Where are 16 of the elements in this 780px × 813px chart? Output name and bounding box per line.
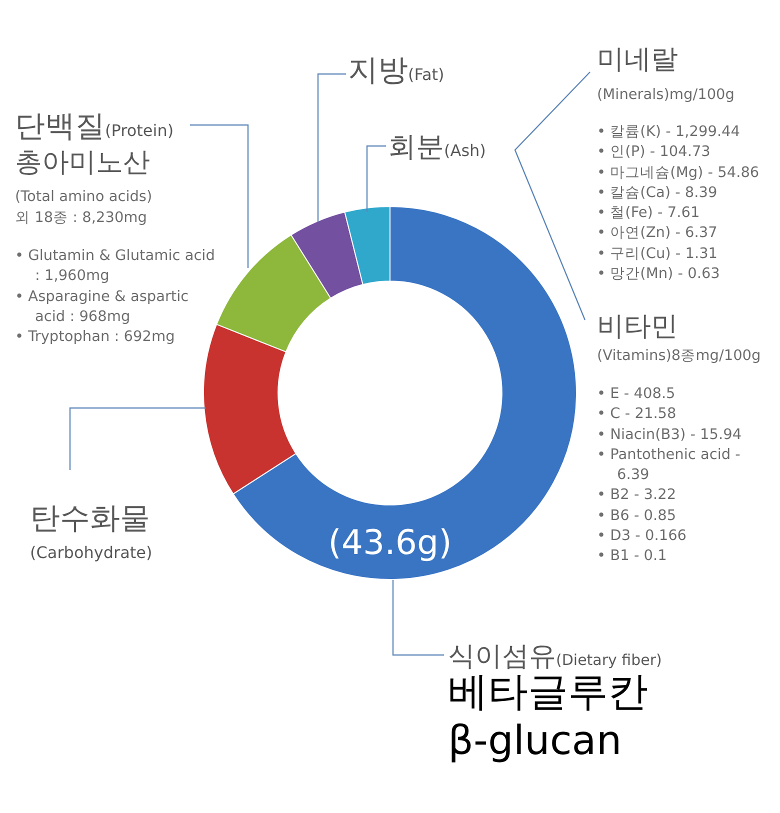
text: 총아미노산 [15,146,150,180]
text: 비타민 [597,310,678,344]
text: (Total amino acids) 외 18종 : 8,230mg [15,188,152,228]
slice-label: 회분(Ash) [388,130,486,163]
text: (Minerals)mg/100g [597,86,734,104]
text: • 칼륨(K) - 1,299.44 • 인(P) - 104.73 • 마그네슘(Mg) - 54.86 • 칼슘(Ca) - 8.39 • 철(Fe) - 7.61 • 아연(Zn) - 6.37 • 구리(Cu) - 1.31 • 망간(Mn) - 0.63 [597,123,760,284]
slice-label: 탄수화물(Carbohydrate) [30,501,152,562]
text: • Glutamin & Glutamic acid : 1,960mg • Asparagine & aspartic acid : 968mg • Tryptophan : 692mg [15,247,215,348]
text: 베타글루칸 β-glucan [448,669,648,766]
text: 미네랄 [597,43,678,77]
text: (Vitamins)8종mg/100g [597,347,761,366]
slice-label: 식이섬유(Dietary fiber) [448,641,662,672]
text: • E - 408.5 • C - 21.58 • Niacin(B3) - 15.94 • Pantothenic acid - 6.39 • B2 - 3.22 • B6 - 0.85 • D3 - 0.166 • B1 - 0.1 [597,386,742,564]
text: (43.6g) [327,522,453,564]
slice-label: 지방(Fat) [348,53,444,88]
slice-label: 단백질(Protein) [15,109,174,144]
